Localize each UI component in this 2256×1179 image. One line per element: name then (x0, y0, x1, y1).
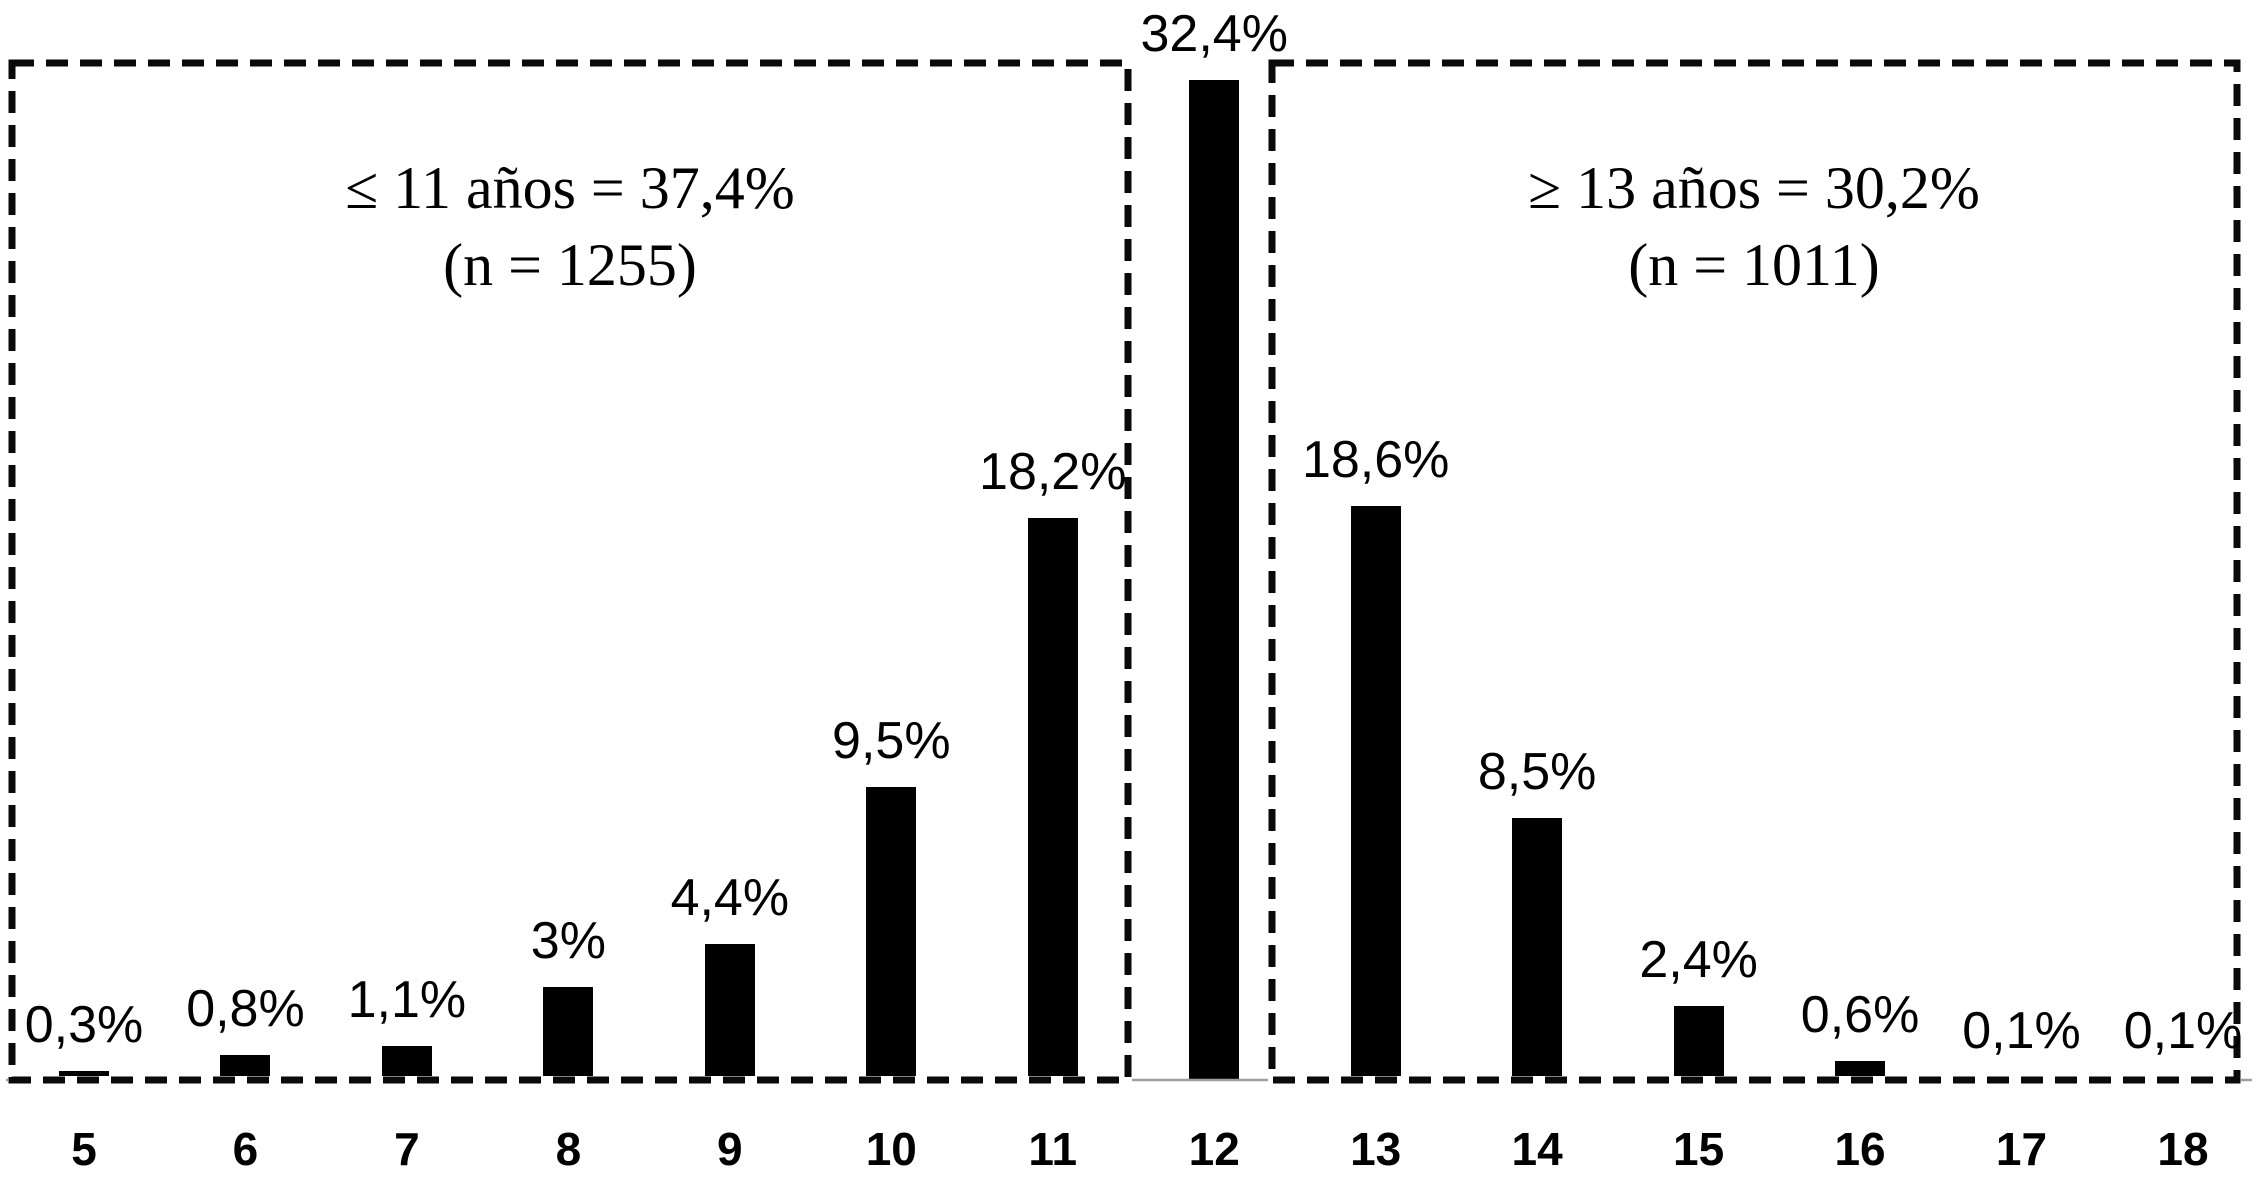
x-tick-label: 10 (865, 1123, 917, 1175)
left-group-annotation-line1: ≤ 11 años = 37,4% (345, 155, 795, 221)
x-tick-label: 5 (71, 1123, 97, 1175)
bar (2157, 1076, 2208, 1080)
x-tick-label: 6 (232, 1123, 259, 1175)
right-group-annotation: ≥ 13 años = 30,2% (n = 1011) (1528, 150, 1980, 304)
bar (381, 1046, 432, 1080)
bar-value-label: 0,3% (24, 995, 144, 1054)
bar (59, 1070, 109, 1080)
bar-value-label: 0,1% (2123, 1001, 2243, 1060)
bar-value-label: 1,1% (347, 971, 467, 1030)
bar-value-label: 0,1% (1962, 1001, 2081, 1060)
right-group-annotation-line1: ≥ 13 años = 30,2% (1528, 155, 1980, 221)
bar (704, 944, 755, 1080)
x-tick-label: 14 (1511, 1123, 1563, 1175)
bar (1673, 1005, 1724, 1080)
x-tick-label: 15 (1673, 1123, 1725, 1175)
bar-value-label: 3% (530, 912, 606, 971)
bar (1350, 505, 1401, 1080)
bar-value-label: 32,4% (1140, 5, 1288, 63)
bar (220, 1055, 271, 1080)
bar (1189, 80, 1240, 1080)
x-tick-label: 12 (1188, 1123, 1240, 1175)
right-group-annotation-line2: (n = 1011) (1628, 232, 1880, 298)
bar-value-label: 2,4% (1639, 930, 1758, 989)
x-tick-label: 16 (1834, 1123, 1886, 1175)
left-group-annotation-line2: (n = 1255) (443, 232, 697, 298)
left-group-annotation: ≤ 11 años = 37,4% (n = 1255) (345, 150, 795, 304)
bar-value-label: 8,5% (1477, 742, 1597, 801)
bar (543, 987, 594, 1080)
x-tick-label: 17 (1995, 1123, 2048, 1175)
bar-value-label: 4,4% (670, 869, 790, 928)
bar (1027, 518, 1078, 1080)
x-tick-label: 9 (717, 1123, 743, 1175)
x-tick-label: 7 (394, 1123, 420, 1175)
bar-value-label: 0,6% (1800, 986, 1920, 1045)
x-tick-label: 18 (2157, 1123, 2209, 1175)
x-tick-label: 11 (1028, 1123, 1078, 1175)
bar (1996, 1076, 2047, 1080)
bar (1835, 1061, 1886, 1080)
x-tick-label: 13 (1350, 1123, 1402, 1175)
bar-value-label: 9,5% (832, 711, 951, 770)
x-tick-label: 8 (555, 1123, 582, 1175)
bar-value-label: 18,2% (979, 443, 1127, 502)
bar-value-label: 18,6% (1301, 430, 1450, 489)
bar-value-label: 0,8% (186, 980, 305, 1039)
bar (866, 786, 917, 1080)
bar (1512, 817, 1563, 1080)
